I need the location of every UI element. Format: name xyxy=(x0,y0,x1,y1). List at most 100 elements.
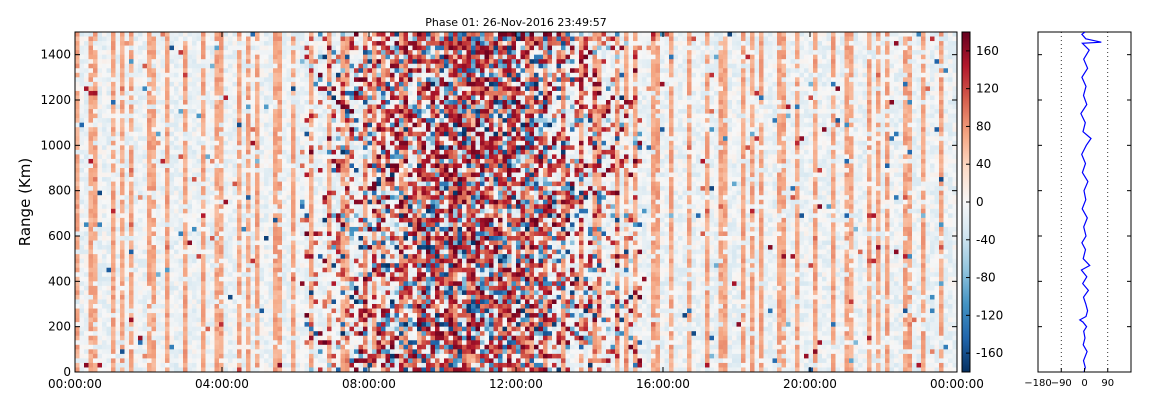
heatmap-cell xyxy=(178,258,184,264)
heatmap-cell xyxy=(300,163,305,169)
heatmap-cell xyxy=(336,340,341,346)
heatmap-cell xyxy=(120,90,125,96)
heatmap-cell xyxy=(192,195,197,201)
heatmap-cell xyxy=(331,299,337,305)
heatmap-cell xyxy=(75,322,80,327)
heatmap-cell xyxy=(241,32,247,37)
heatmap-cell xyxy=(322,190,328,196)
heatmap-cell xyxy=(336,158,341,164)
heatmap-cell xyxy=(259,344,265,350)
heatmap-cell xyxy=(147,181,152,187)
heatmap-cell xyxy=(97,118,103,123)
heatmap-cell xyxy=(210,322,215,327)
heatmap-cell xyxy=(79,100,85,105)
heatmap-cell xyxy=(327,199,332,205)
heatmap-cell xyxy=(124,77,130,83)
heatmap-cell xyxy=(205,77,211,83)
heatmap-cell xyxy=(111,95,116,101)
heatmap-cell xyxy=(250,86,256,92)
heatmap-cell xyxy=(120,158,125,164)
heatmap-cell xyxy=(214,122,220,128)
heatmap-cell xyxy=(363,100,368,105)
heatmap-cell xyxy=(331,54,337,60)
heatmap-cell xyxy=(160,322,166,327)
heatmap-cell xyxy=(331,290,337,296)
heatmap-cell xyxy=(277,163,283,169)
heatmap-cell xyxy=(138,122,143,128)
heatmap-cell xyxy=(111,276,116,282)
heatmap-cell xyxy=(228,331,233,337)
heatmap-cell xyxy=(142,231,148,237)
heatmap-cell xyxy=(97,290,103,296)
heatmap-cell xyxy=(93,68,98,74)
heatmap-cell xyxy=(138,213,143,219)
heatmap-cell xyxy=(214,285,220,291)
heatmap-cell xyxy=(273,68,278,74)
heatmap-cell xyxy=(264,304,269,309)
heatmap-cell xyxy=(295,362,301,368)
heatmap-cell xyxy=(183,353,188,359)
heatmap-cell xyxy=(268,349,274,355)
heatmap-cell xyxy=(273,63,278,69)
heatmap-cell xyxy=(250,349,256,355)
heatmap-cell xyxy=(138,109,143,114)
heatmap-cell xyxy=(237,276,242,282)
heatmap-cell xyxy=(286,313,292,318)
heatmap-cell xyxy=(358,249,364,255)
heatmap-cell xyxy=(124,290,130,296)
heatmap-cell xyxy=(106,127,112,133)
heatmap-cell xyxy=(205,181,211,187)
heatmap-cell xyxy=(223,258,229,264)
heatmap-cell xyxy=(318,190,323,196)
heatmap-cell xyxy=(75,163,80,169)
heatmap-cell xyxy=(358,308,364,314)
heatmap-cell xyxy=(304,54,310,60)
heatmap-cell xyxy=(358,54,364,60)
heatmap-cell xyxy=(322,294,328,300)
heatmap-cell xyxy=(102,322,107,327)
heatmap-cell xyxy=(277,122,283,128)
heatmap-cell xyxy=(223,131,229,137)
heatmap-cell xyxy=(336,304,341,309)
heatmap-cell xyxy=(147,258,152,264)
heatmap-cell xyxy=(313,195,319,201)
heatmap-cell xyxy=(169,77,175,83)
heatmap-cell xyxy=(223,276,229,282)
heatmap-cell xyxy=(345,59,350,65)
heatmap-cell xyxy=(273,272,278,278)
heatmap-cell xyxy=(367,304,373,309)
heatmap-cell xyxy=(93,181,98,187)
heatmap-cell xyxy=(178,213,184,219)
heatmap-cell xyxy=(241,45,247,51)
heatmap-cell xyxy=(196,213,202,219)
heatmap-cell xyxy=(196,317,202,323)
heatmap-cell xyxy=(255,32,260,37)
heatmap-cell xyxy=(232,213,238,219)
heatmap-cell xyxy=(183,344,188,350)
heatmap-cell xyxy=(79,308,85,314)
heatmap-cell xyxy=(187,41,193,46)
heatmap-cell xyxy=(178,154,184,160)
heatmap-cell xyxy=(169,204,175,210)
heatmap-cell xyxy=(142,213,148,219)
heatmap-cell xyxy=(210,45,215,51)
heatmap-cell xyxy=(169,276,175,282)
heatmap-cell xyxy=(156,86,161,92)
heatmap-cell xyxy=(160,367,166,372)
heatmap-cell xyxy=(165,100,170,105)
heatmap-cell xyxy=(273,290,278,296)
heatmap-cell xyxy=(93,217,98,223)
heatmap-cell xyxy=(336,32,341,37)
heatmap-cell xyxy=(255,186,260,191)
heatmap-cell xyxy=(219,199,224,205)
heatmap-cell xyxy=(259,276,265,282)
heatmap-cell xyxy=(97,158,103,164)
heatmap-cell xyxy=(309,344,314,350)
heatmap-cell xyxy=(264,285,269,291)
heatmap-cell xyxy=(349,95,355,101)
heatmap-cell xyxy=(232,263,238,269)
heatmap-cell xyxy=(142,308,148,314)
heatmap-cell xyxy=(102,172,107,178)
heatmap-cell xyxy=(246,213,251,219)
heatmap-cell xyxy=(264,335,269,341)
